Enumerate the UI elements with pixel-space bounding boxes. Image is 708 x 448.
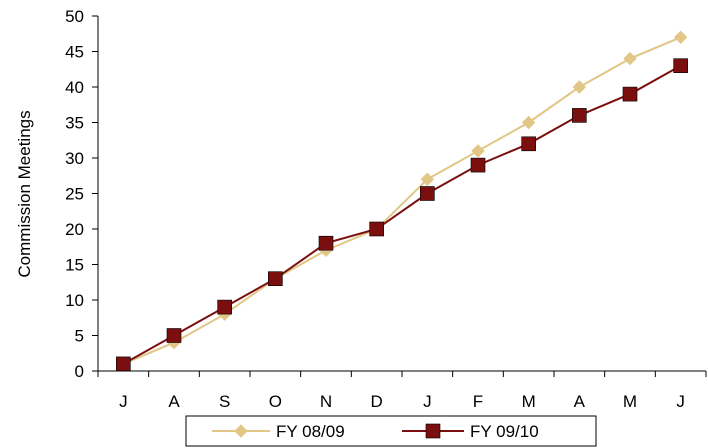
data-point	[673, 30, 688, 45]
y-tick-label: 5	[75, 327, 84, 346]
y-axis-title: Commission Meetings	[15, 110, 34, 277]
x-tick-label: O	[269, 392, 282, 411]
x-tick-label: S	[219, 392, 230, 411]
data-point	[318, 235, 334, 251]
series-line	[122, 64, 682, 365]
legend-label: FY 08/09	[276, 422, 345, 441]
y-axis: 0 5 10 15 20 25 30 35 40 45 50	[65, 7, 99, 381]
data-point	[420, 186, 435, 201]
data-point	[217, 299, 232, 315]
data-point	[116, 356, 131, 372]
data-point	[572, 108, 587, 123]
legend-marker	[234, 424, 248, 438]
y-tick-label: 40	[65, 78, 84, 97]
data-point	[268, 271, 283, 287]
data-point	[521, 136, 536, 152]
series-2	[116, 58, 688, 372]
data-point	[622, 86, 638, 102]
x-tick-label: M	[522, 392, 536, 411]
data-point	[673, 58, 688, 74]
x-tick-label: M	[623, 392, 637, 411]
y-tick-label: 30	[65, 149, 84, 168]
legend-marker	[425, 423, 441, 439]
x-tick-label: A	[168, 392, 180, 411]
legend-label: FY 09/10	[470, 422, 539, 441]
x-tick-label: J	[676, 392, 685, 411]
legend: FY 08/09 FY 09/10	[185, 415, 597, 447]
data-point	[471, 144, 485, 158]
y-tick-label: 25	[65, 185, 84, 204]
data-point	[166, 328, 182, 343]
data-point	[572, 80, 587, 94]
x-tick-label: J	[119, 392, 128, 411]
x-tick-label: J	[423, 392, 432, 411]
y-tick-label: 20	[65, 220, 84, 239]
plot-area	[116, 30, 688, 372]
x-tick-label: D	[371, 392, 383, 411]
data-point	[623, 51, 637, 66]
y-tick-label: 35	[65, 114, 84, 133]
y-tick-label: 50	[65, 7, 84, 26]
data-point	[420, 172, 435, 187]
y-tick-label: 10	[65, 291, 84, 310]
data-point	[470, 157, 486, 173]
x-tick-label: N	[320, 392, 332, 411]
legend-entry: FY 09/10	[402, 422, 539, 441]
x-tick-label: F	[473, 392, 483, 411]
y-tick-label: 45	[65, 43, 84, 62]
data-point	[521, 115, 536, 130]
y-tick-label: 0	[75, 362, 84, 381]
legend-entry: FY 08/09	[212, 422, 345, 441]
series-line	[122, 36, 682, 365]
y-tick-label: 15	[65, 256, 84, 275]
data-point	[369, 221, 384, 237]
x-tick-label: A	[574, 392, 586, 411]
